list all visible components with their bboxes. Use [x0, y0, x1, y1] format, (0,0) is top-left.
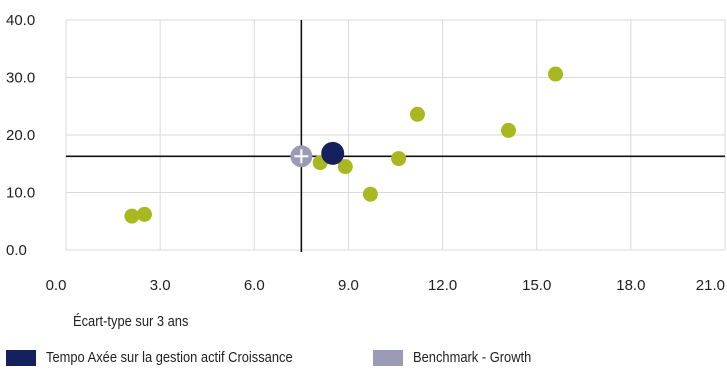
legend-swatch-tempo [6, 349, 36, 366]
legend-swatch-benchmark [373, 349, 403, 366]
legend-label-tempo: Tempo Axée sur la gestion actif Croissan… [46, 349, 293, 366]
x-tick-label: 9.0 [338, 277, 359, 294]
peer-point [124, 208, 140, 224]
y-tick-label: 20.0 [6, 127, 35, 144]
x-tick-label: 15.0 [522, 277, 551, 294]
y-tick-label: 0.0 [6, 242, 27, 259]
grid-lines [65, 19, 726, 251]
x-tick-label: 18.0 [616, 277, 645, 294]
x-tick-label: 12.0 [428, 277, 457, 294]
peer-point [136, 206, 152, 222]
x-axis-label: Écart-type sur 3 ans [73, 313, 189, 330]
crosshair-lines [66, 20, 725, 252]
data-points [124, 66, 564, 224]
x-tick-label: 0.0 [46, 277, 67, 294]
x-tick-label: 6.0 [244, 277, 265, 294]
peer-point [362, 186, 378, 202]
peer-point [548, 66, 564, 82]
fund-point [321, 141, 345, 165]
peer-point [391, 151, 407, 167]
y-tick-label: 10.0 [6, 185, 35, 202]
legend: Tempo Axée sur la gestion actif Croissan… [6, 349, 726, 369]
y-tick-label: 40.0 [6, 12, 35, 29]
tick-labels: 0.0 10.0 20.0 30.0 40.0 0.0 3.0 6.0 9.0 12.0 15.0 1… [6, 12, 725, 294]
peer-point [337, 159, 353, 175]
x-tick-label: 3.0 [150, 277, 171, 294]
x-tick-label: 21.0 [696, 277, 725, 294]
legend-item-benchmark: Benchmark - Growth [373, 349, 551, 366]
legend-label-benchmark: Benchmark - Growth [413, 349, 532, 366]
scatter-chart: 0.0 10.0 20.0 30.0 40.0 0.0 3.0 6.0 9.0 12.0 15.0 1… [6, 12, 726, 294]
peer-point [409, 106, 425, 122]
y-tick-label: 30.0 [6, 70, 35, 87]
peer-point [500, 122, 516, 138]
legend-item-tempo: Tempo Axée sur la gestion actif Croissan… [6, 349, 333, 366]
